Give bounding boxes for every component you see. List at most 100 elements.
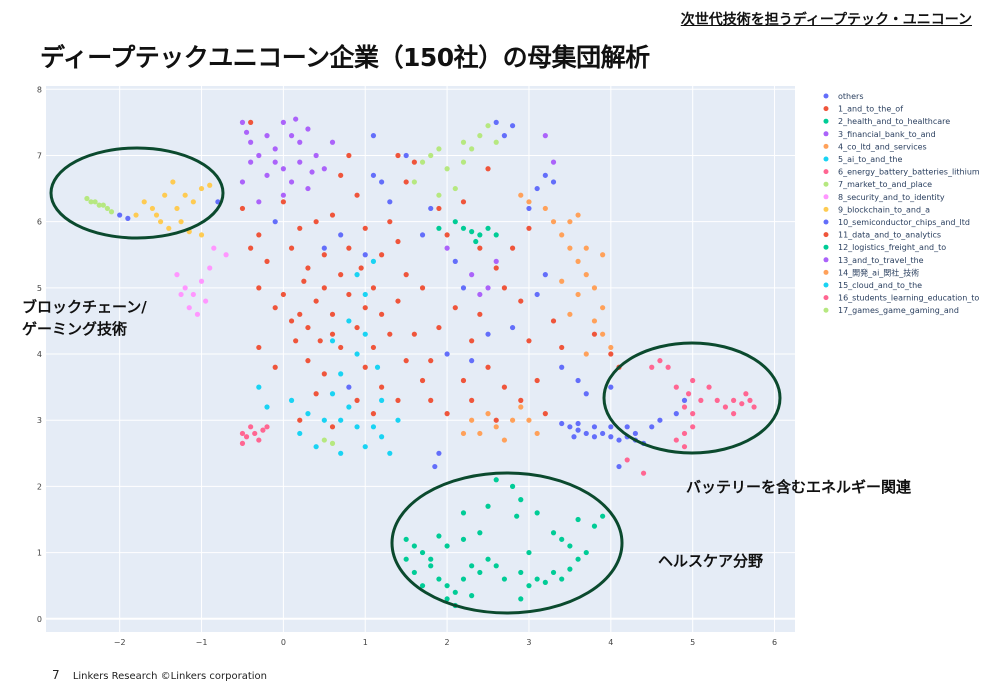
data-point — [460, 139, 467, 145]
data-point — [608, 424, 614, 430]
data-point — [673, 411, 679, 417]
data-point — [264, 424, 270, 430]
data-point — [469, 358, 475, 364]
data-point — [92, 199, 98, 205]
data-point — [559, 420, 565, 427]
data-point — [469, 338, 475, 344]
data-point — [591, 331, 598, 337]
data-point — [485, 123, 491, 129]
data-point — [526, 417, 532, 423]
data-point — [280, 192, 286, 198]
data-point — [338, 172, 344, 178]
data-point — [329, 424, 336, 430]
data-point — [460, 225, 467, 231]
data-point — [264, 133, 270, 139]
data-point — [370, 285, 377, 291]
data-point — [264, 258, 270, 264]
data-point — [550, 318, 557, 324]
y-tick-label: 3 — [37, 416, 42, 425]
data-point — [567, 566, 573, 572]
data-point — [346, 245, 352, 251]
data-point — [428, 152, 434, 159]
legend-marker — [823, 156, 829, 162]
legend-label: 5_ai_to_and_the — [838, 155, 903, 164]
data-point — [460, 510, 467, 516]
data-point — [252, 430, 258, 437]
data-point — [321, 437, 327, 443]
data-point — [186, 305, 192, 311]
data-point — [681, 397, 688, 403]
data-point — [509, 245, 516, 251]
data-point — [346, 384, 352, 390]
data-point — [469, 146, 475, 152]
data-point — [477, 133, 483, 139]
data-point — [239, 430, 246, 437]
data-point — [616, 463, 622, 470]
data-point — [477, 530, 483, 536]
data-point — [88, 199, 94, 205]
data-point — [411, 543, 417, 549]
data-point — [493, 417, 499, 423]
data-point — [575, 291, 581, 298]
data-point — [329, 391, 336, 397]
data-point — [485, 331, 491, 337]
data-point — [182, 285, 188, 291]
data-point — [649, 364, 655, 370]
healthcare-annotation: ヘルスケア分野 — [658, 552, 764, 570]
legend-label: 3_financial_bank_to_and — [838, 130, 936, 139]
data-point — [297, 430, 303, 437]
data-point — [681, 444, 688, 450]
data-point — [575, 556, 581, 562]
data-point — [297, 417, 303, 423]
legend-label: 14_開発_ai_関社_技術 — [838, 267, 919, 277]
legend-marker — [823, 106, 829, 112]
data-point — [583, 351, 589, 357]
data-point — [346, 291, 352, 298]
x-tick-label: 3 — [526, 638, 531, 647]
data-point — [354, 424, 360, 430]
data-point — [452, 305, 458, 311]
legend-marker — [823, 206, 829, 212]
data-point — [428, 205, 434, 212]
data-point — [313, 152, 319, 159]
data-point — [460, 536, 467, 542]
data-point — [444, 245, 450, 251]
data-point — [514, 513, 520, 519]
legend-marker — [823, 295, 829, 301]
data-point — [477, 232, 483, 238]
page-number: 7 — [52, 668, 60, 682]
data-point — [313, 219, 319, 225]
data-point — [534, 576, 540, 582]
data-point — [362, 364, 368, 370]
data-point — [256, 437, 262, 443]
data-point — [452, 258, 458, 264]
data-point — [485, 364, 491, 370]
data-point — [591, 523, 598, 529]
data-point — [198, 185, 205, 192]
data-point — [280, 119, 286, 125]
data-point — [493, 258, 499, 264]
data-point — [583, 391, 589, 397]
data-point — [567, 543, 573, 549]
data-point — [493, 563, 499, 569]
data-point — [436, 225, 442, 231]
data-point — [575, 377, 581, 384]
data-point — [248, 159, 254, 165]
legend-marker — [823, 169, 829, 175]
data-point — [297, 311, 303, 317]
data-point — [657, 417, 663, 423]
data-point — [321, 285, 327, 291]
data-point — [215, 199, 221, 205]
data-point — [657, 358, 663, 364]
data-point — [690, 411, 696, 417]
data-point — [739, 401, 745, 407]
data-point — [632, 430, 638, 437]
data-point — [174, 205, 180, 212]
data-point — [559, 278, 565, 284]
legend-label: 17_games_game_gaming_and — [838, 306, 959, 315]
data-point — [493, 119, 499, 125]
data-point — [640, 470, 647, 476]
data-point — [501, 437, 508, 443]
legend-label: 9_blockchain_to_and_a — [838, 205, 930, 214]
data-point — [100, 202, 106, 208]
